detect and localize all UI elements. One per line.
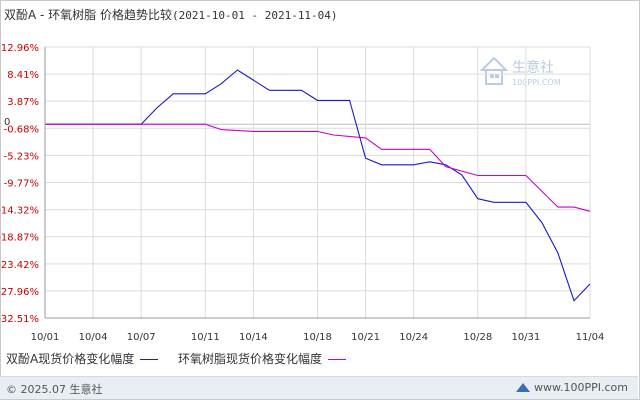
x-axis-labels: 10/01 10/04 10/07 10/11 10/14 10/18 10/21 10/24… [31,332,605,343]
y-tick-label: -27.96% [0,287,39,298]
watermark-url: 100PPI.COM [512,78,561,87]
watermark-name: 生意社 [512,59,554,76]
watermark-house-icon [480,56,509,71]
y-zero-label: 0 [4,117,10,128]
footer: © 2025.07 生意社 www.100PPI.com [0,376,638,399]
y-tick-label: -14.32% [0,206,39,217]
y-tick-label: -5.23% [4,151,39,162]
site-logo-icon [516,383,531,392]
x-tick-label: 10/31 [511,332,540,343]
y-tick-label: -9.77% [4,178,39,189]
legend-swatch-bpa [140,359,159,360]
axes [44,47,590,319]
x-tick-label: 10/01 [31,332,60,343]
y-tick-label: 8.41% [7,70,39,81]
footer-site-url[interactable]: www.100PPI.com [534,381,628,394]
chart-title-range: (2021-10-01 - 2021-11-04) [171,9,338,22]
x-tick-label: 10/14 [239,332,268,343]
y-tick-label: 12.96% [1,43,39,54]
y-tick-label: -0.68% [4,124,39,135]
series-line-bpa [45,69,591,302]
legend: 双酚A现货价格变化幅度 环氧树脂现货价格变化幅度 [6,350,362,367]
x-tick-label: 10/28 [463,332,492,343]
legend-swatch-epoxy [328,359,347,360]
x-tick-label: 10/18 [303,332,332,343]
x-tick-label: 11/04 [576,332,605,343]
chart-title-main: 双酚A - 环氧树脂 价格趋势比较 [4,8,172,22]
series-line-epoxy [45,123,591,212]
grid [44,46,591,319]
series-lines [45,69,591,302]
x-tick-label: 10/04 [79,332,108,343]
y-tick-label: -18.87% [0,233,39,244]
y-tick-label: -32.51% [0,314,39,325]
x-tick-label: 10/21 [351,332,380,343]
footer-copyright: © 2025.07 生意社 [6,383,103,396]
y-tick-label: -23.42% [0,260,39,271]
legend-item-epoxy: 环氧树脂现货价格变化幅度 [178,350,347,367]
y-tick-label: 3.87% [7,97,39,108]
x-tick-label: 10/07 [127,332,156,343]
footer-site[interactable]: www.100PPI.com [516,381,628,394]
legend-label-bpa: 双酚A现货价格变化幅度 [6,352,135,366]
legend-item-bpa: 双酚A现货价格变化幅度 [6,350,159,367]
watermark-logo: 生意社 100PPI.COM [480,56,561,87]
x-tick-label: 10/11 [191,332,220,343]
chart-title: 双酚A - 环氧树脂 价格趋势比较(2021-10-01 - 2021-11-0… [4,6,338,23]
y-axis-labels: 12.96% 8.41% 3.87% -0.68% -5.23% -9.77% -14.32… [0,43,39,325]
legend-label-epoxy: 环氧树脂现货价格变化幅度 [178,352,323,366]
x-tick-label: 10/24 [399,332,428,343]
